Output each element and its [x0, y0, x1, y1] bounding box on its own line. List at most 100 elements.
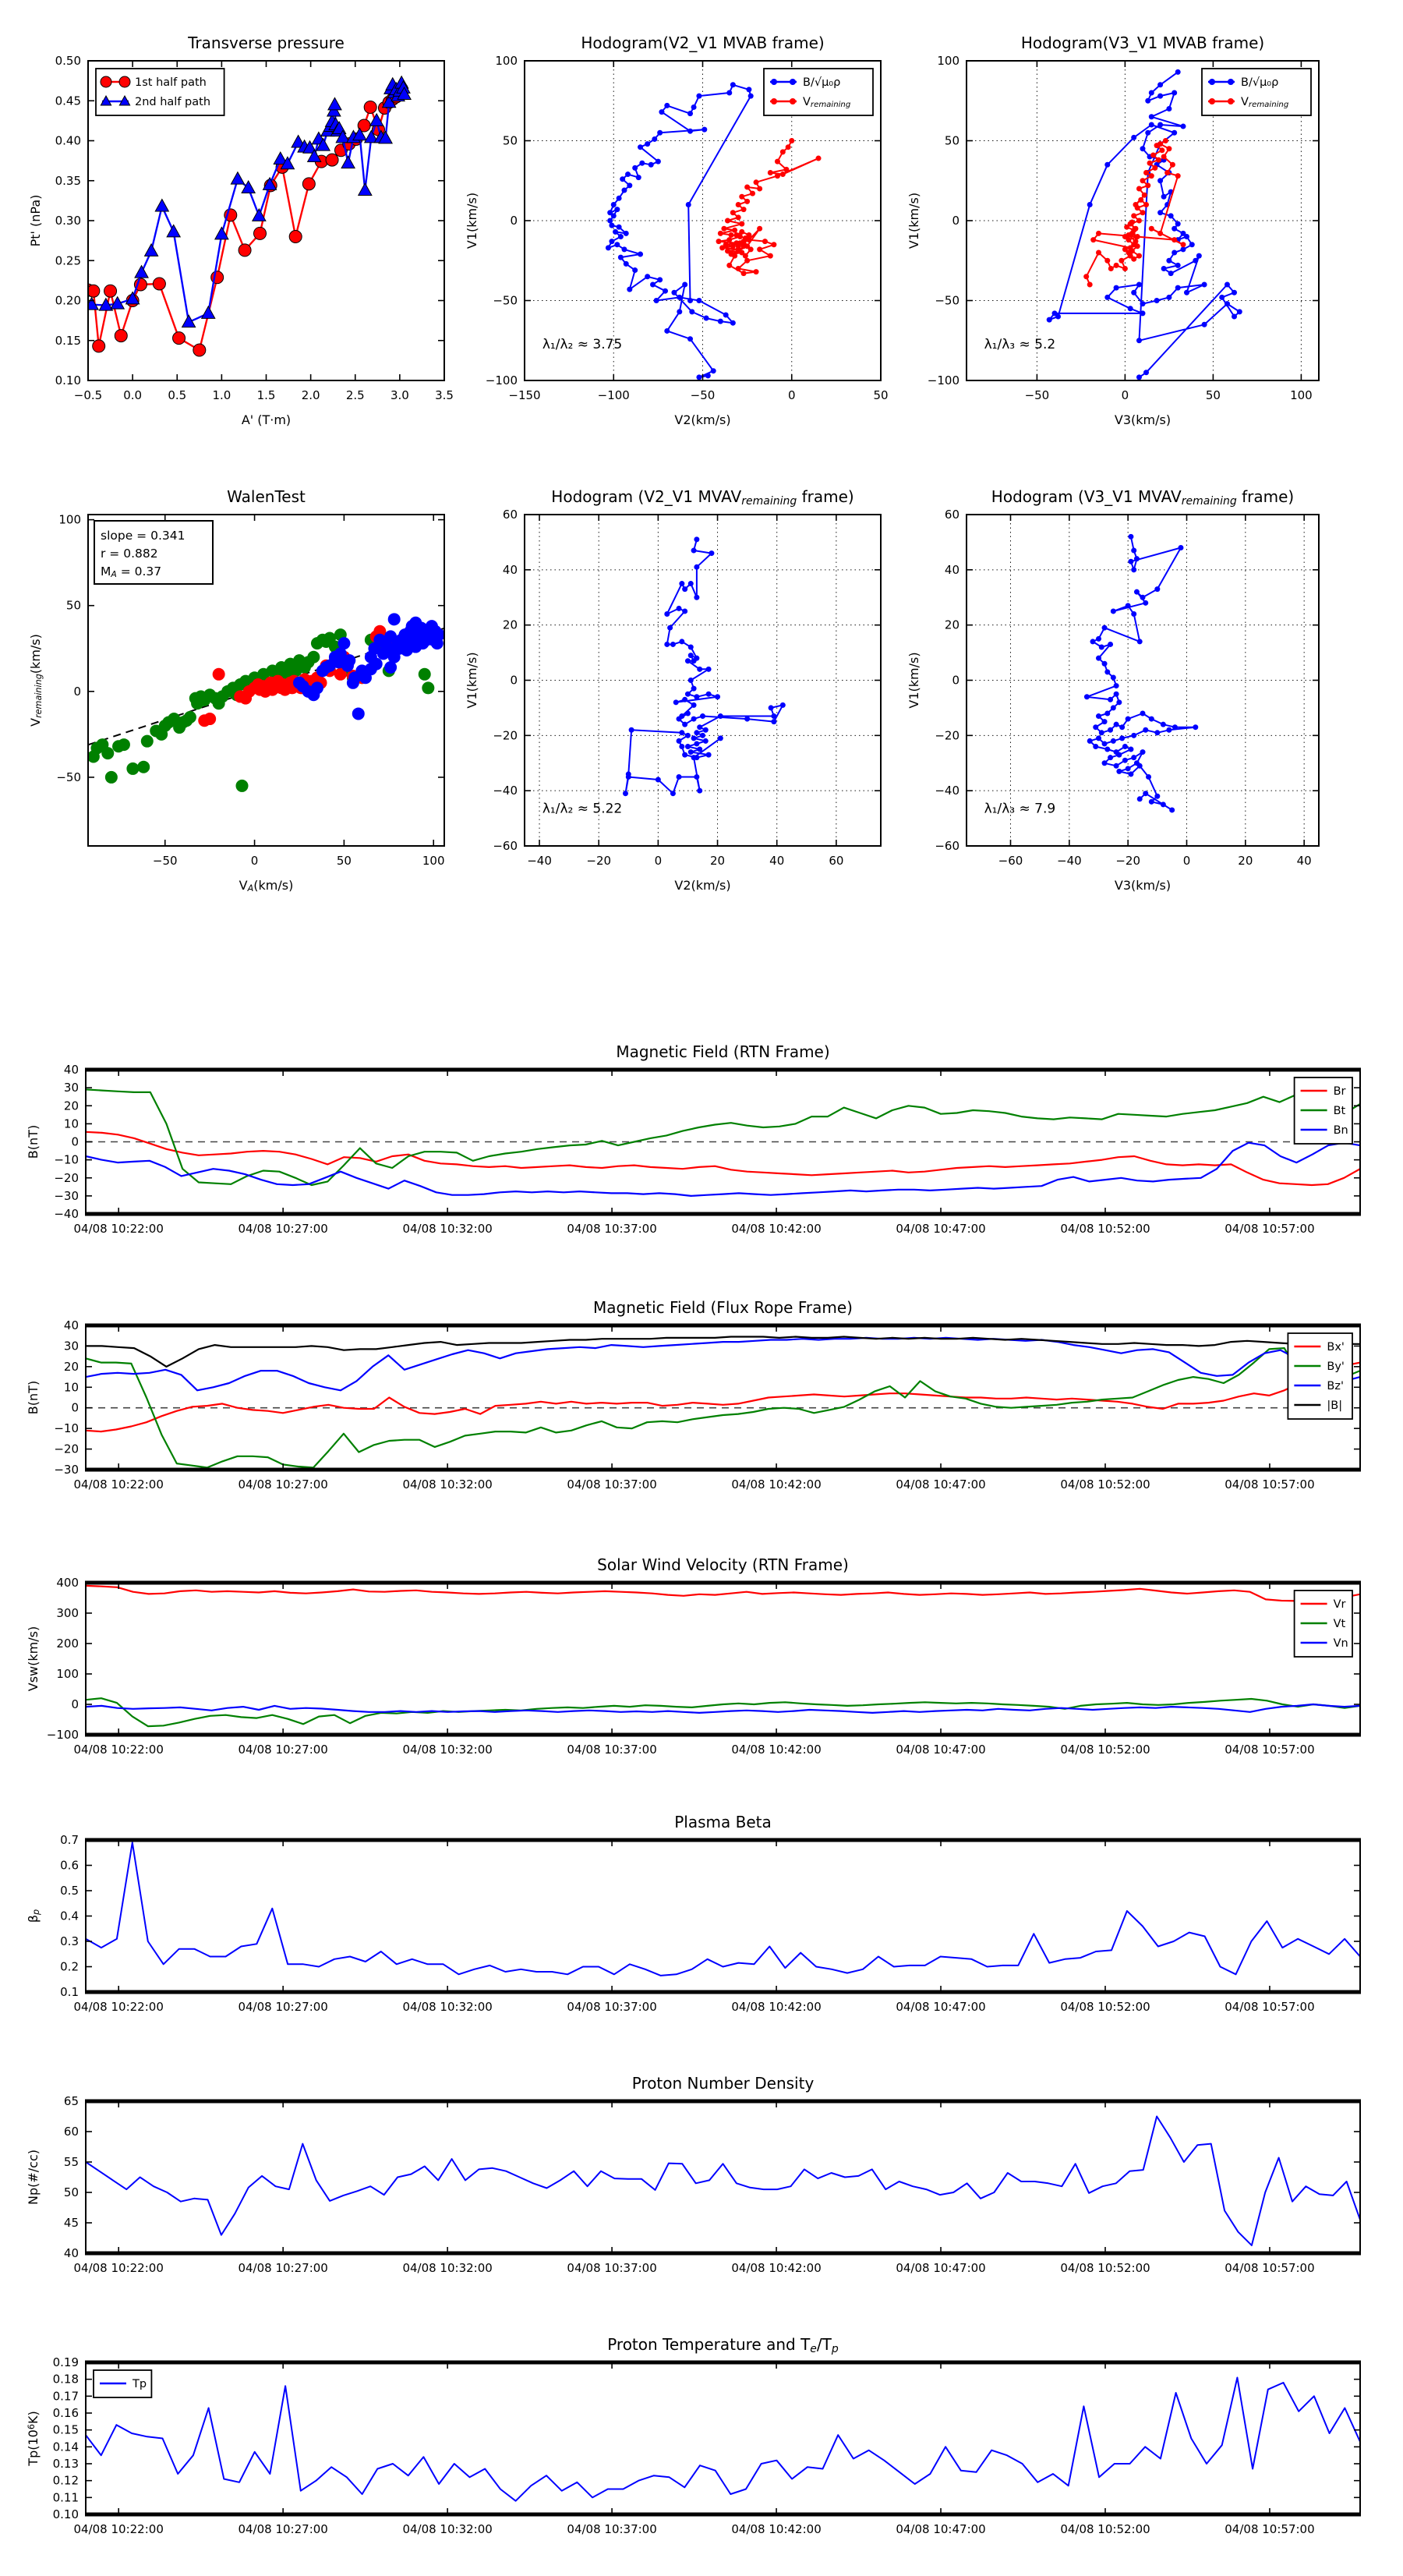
y-tick-label: 40 — [503, 563, 518, 577]
data-point — [1175, 221, 1181, 227]
data-point — [1154, 793, 1161, 799]
data-point — [1128, 771, 1134, 777]
data-point — [673, 699, 679, 706]
data-point — [352, 127, 367, 141]
data-point — [1145, 97, 1151, 104]
data-point — [815, 155, 822, 161]
data-point — [744, 257, 751, 264]
data-point — [325, 153, 339, 167]
legend: B/√μ₀ρ Vremaining — [763, 68, 874, 116]
y-tick-label: 50 — [64, 2185, 79, 2199]
data-point — [1093, 724, 1099, 731]
data-point — [779, 149, 786, 155]
data-point — [1161, 266, 1167, 271]
data-point — [203, 713, 217, 726]
data-point — [702, 738, 709, 744]
data-point — [1122, 744, 1128, 749]
magnetic-field-rtn-ylabel: B(nT) — [26, 1125, 41, 1159]
y-tick-label: 0.3 — [60, 1934, 79, 1948]
series-group — [622, 536, 786, 797]
stats-line: r = 0.882 — [101, 547, 158, 561]
data-point — [1184, 234, 1189, 239]
data-point — [735, 214, 741, 221]
data-point — [1175, 262, 1181, 268]
x-tick-label: 04/08 10:22:00 — [74, 1477, 164, 1491]
data-point — [235, 779, 249, 792]
x-tick-label: 04/08 10:22:00 — [74, 1222, 164, 1236]
data-point — [117, 738, 130, 752]
data-point — [645, 141, 651, 147]
data-point — [1131, 547, 1137, 554]
y-tick-label: 30 — [64, 1339, 79, 1353]
panel-hodogram-v2v1-mvab: −150 −100 −50 0 50−100−50050100Hodogram(V2_V… — [465, 34, 889, 427]
y-tick-label: −20 — [54, 1171, 79, 1185]
data-point — [1143, 370, 1150, 376]
x-tick-label: 04/08 10:42:00 — [731, 2522, 821, 2536]
y-tick-label: 0.6 — [60, 1859, 79, 1873]
series-group — [86, 1336, 1360, 1469]
x-tick-label: 04/08 10:27:00 — [238, 1477, 327, 1491]
data-point — [200, 305, 216, 319]
data-point — [684, 744, 691, 749]
data-point — [306, 148, 322, 162]
x-tick-label: 04/08 10:52:00 — [1060, 2261, 1150, 2275]
data-point — [363, 100, 377, 114]
data-point — [1157, 93, 1164, 99]
x-tick-label: 04/08 10:22:00 — [74, 2261, 164, 2275]
legend: Vr Vt Vn — [1293, 1590, 1353, 1658]
data-point — [1172, 225, 1178, 232]
x-tick-label: 04/08 10:42:00 — [731, 1222, 821, 1236]
y-tick-label: 0.5 — [60, 1884, 79, 1898]
data-point — [614, 207, 620, 213]
data-point — [334, 667, 347, 681]
data-point — [789, 138, 795, 143]
x-tick-label: 04/08 10:57:00 — [1225, 2261, 1314, 2275]
y-tick-label: −50 — [56, 770, 81, 784]
x-tick-label: 0 — [655, 854, 663, 868]
data-point — [726, 262, 733, 268]
data-point — [1180, 242, 1186, 248]
data-point — [1148, 798, 1154, 805]
data-point — [1148, 716, 1154, 722]
data-point — [1131, 732, 1137, 738]
legend: B/√μ₀ρ Vremaining — [1201, 68, 1312, 116]
data-point — [694, 536, 700, 543]
data-point — [214, 226, 229, 240]
data-point — [1157, 230, 1164, 236]
data-point — [744, 184, 751, 190]
data-point — [114, 329, 128, 343]
data-point — [1232, 313, 1238, 320]
proton-temperature-ylabel: Tp(106K) — [26, 2411, 41, 2466]
y-tick-label: 0.13 — [53, 2457, 79, 2471]
series-line-beta-p — [86, 1842, 1360, 1976]
data-point — [1160, 721, 1166, 727]
y-tick-label: −100 — [47, 1728, 79, 1742]
series-group — [88, 613, 444, 792]
data-point — [679, 744, 685, 749]
data-point — [717, 230, 723, 236]
transverse-pressure-title: Transverse pressure — [187, 34, 345, 52]
data-point — [1116, 699, 1122, 706]
data-point — [1087, 202, 1093, 207]
data-point — [616, 224, 622, 230]
legend-label: B/√μ₀ρ — [803, 76, 840, 89]
x-tick-label: 04/08 10:47:00 — [896, 1743, 985, 1757]
y-tick-label: −40 — [54, 1207, 79, 1221]
data-point — [1046, 317, 1052, 323]
panel-plasma-beta: 04/08 10:22:00 04/08 10:27:00 04/08 10:32:… — [26, 1813, 1361, 2014]
data-point — [1104, 669, 1111, 675]
data-point — [730, 243, 736, 249]
series-Tp — [86, 2376, 1360, 2502]
panel-proton-number-density: 04/08 10:22:00 04/08 10:27:00 04/08 10:32:… — [26, 2074, 1361, 2275]
data-point — [104, 284, 118, 298]
data-point — [1131, 611, 1137, 617]
data-point — [740, 239, 747, 245]
x-tick-label: −40 — [1057, 854, 1082, 868]
data-point — [684, 691, 691, 697]
y-tick-label: −60 — [493, 839, 518, 853]
data-point — [655, 777, 661, 783]
data-point — [1148, 225, 1154, 232]
data-point — [617, 254, 624, 260]
grid-lines — [967, 515, 1319, 846]
